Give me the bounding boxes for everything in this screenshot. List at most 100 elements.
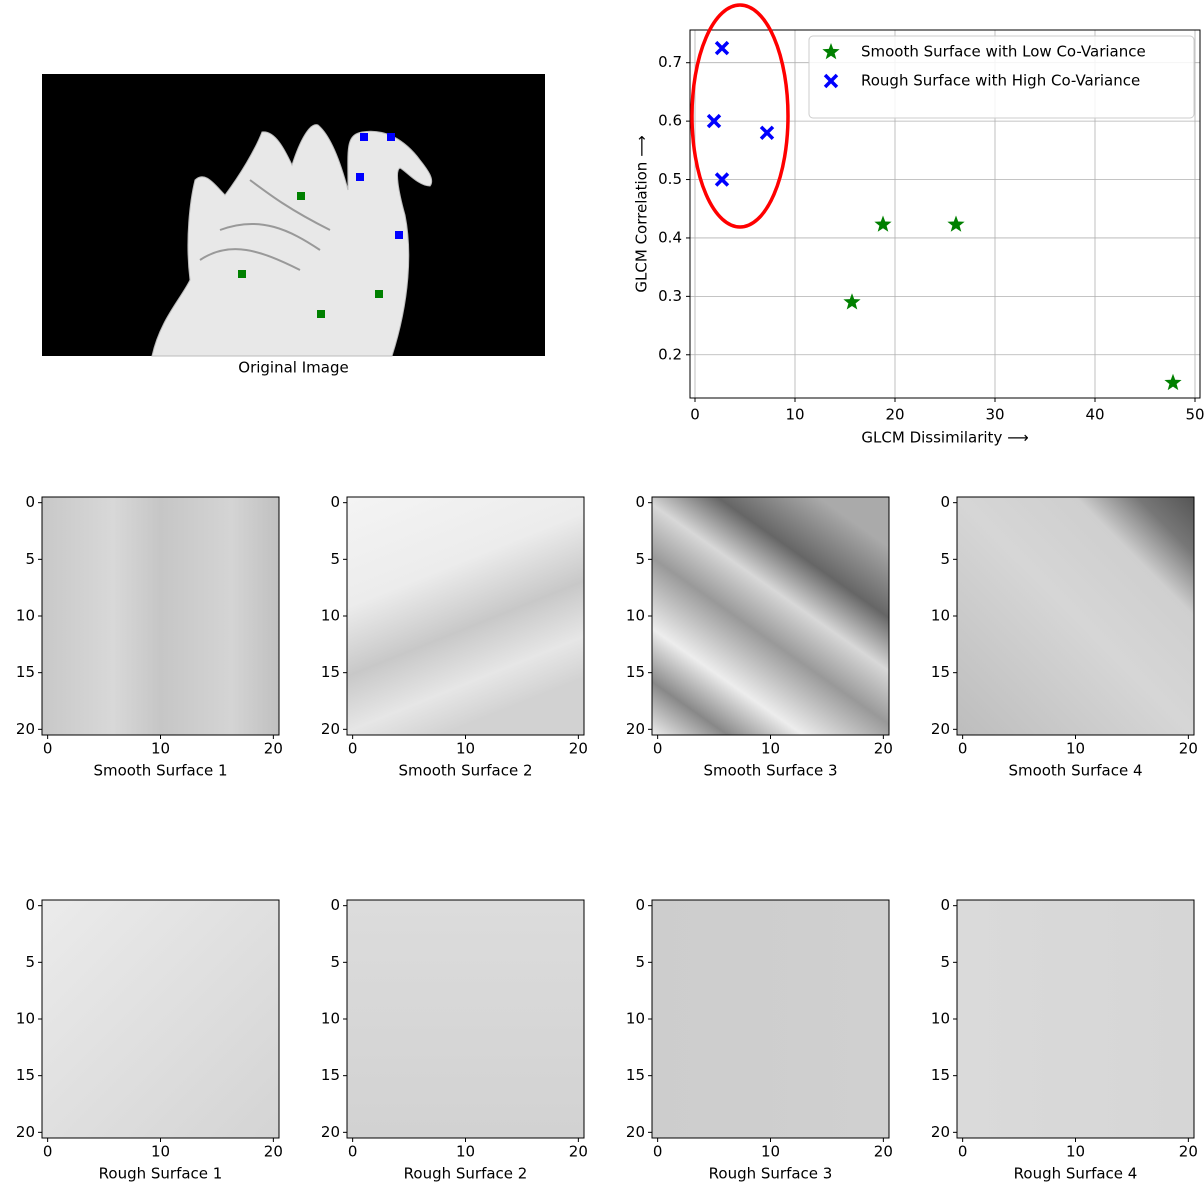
y-tick-label: 0.7 <box>658 53 682 71</box>
point <box>715 41 729 55</box>
y-tick-label: 20 <box>626 1123 645 1141</box>
y-tick-label: 15 <box>626 663 645 681</box>
x-tick-label: 10 <box>1066 1143 1085 1161</box>
x-axis-label: Rough Surface 4 <box>1014 1165 1138 1183</box>
y-tick-label: 15 <box>321 663 340 681</box>
y-tick-label: 15 <box>931 663 950 681</box>
y-tick-label: 0 <box>940 493 950 511</box>
x-axis-label: Smooth Surface 4 <box>1008 762 1142 780</box>
x-tick-label: 20 <box>1179 1143 1198 1161</box>
y-axis-label: GLCM Correlation ⟶ <box>633 135 651 292</box>
y-tick-label: 20 <box>16 1123 35 1141</box>
figure: Original Image010203040500.20.30.40.50.6… <box>0 0 1204 1184</box>
x-tick-label: 20 <box>1179 740 1198 758</box>
x-axis-label: Smooth Surface 1 <box>93 762 227 780</box>
x-tick-label: 20 <box>885 406 904 424</box>
point <box>947 216 964 232</box>
x-tick-label: 20 <box>264 1143 283 1161</box>
y-tick-label: 0.5 <box>658 170 682 188</box>
y-tick-label: 0 <box>25 896 35 914</box>
x-tick-label: 10 <box>785 406 804 424</box>
x-tick-label: 0 <box>348 740 358 758</box>
y-tick-label: 20 <box>931 720 950 738</box>
y-tick-label: 15 <box>321 1066 340 1084</box>
y-tick-label: 0.2 <box>658 345 682 363</box>
image <box>42 900 279 1138</box>
y-tick-label: 20 <box>321 720 340 738</box>
y-tick-label: 5 <box>330 550 340 568</box>
y-tick-label: 20 <box>931 1123 950 1141</box>
x-tick-label: 10 <box>1066 740 1085 758</box>
x-tick-label: 0 <box>653 1143 663 1161</box>
x-tick-label: 10 <box>761 740 780 758</box>
y-tick-label: 10 <box>626 1010 645 1028</box>
point <box>1164 374 1181 390</box>
x-tick-label: 50 <box>1185 406 1204 424</box>
y-tick-label: 0.4 <box>658 228 682 246</box>
y-tick-label: 10 <box>931 607 950 625</box>
y-tick-label: 0 <box>635 896 645 914</box>
y-tick-label: 10 <box>931 1010 950 1028</box>
x-axis-label: Original Image <box>238 359 348 377</box>
x-tick-label: 0 <box>653 740 663 758</box>
y-tick-label: 5 <box>25 550 35 568</box>
x-axis-label: Rough Surface 1 <box>99 1165 223 1183</box>
y-tick-label: 10 <box>321 607 340 625</box>
x-tick-label: 0 <box>958 740 968 758</box>
legend: Smooth Surface with Low Co-Variance Rough… <box>809 36 1194 118</box>
x-tick-label: 0 <box>348 1143 358 1161</box>
x-tick-label: 30 <box>985 406 1004 424</box>
x-tick-label: 0 <box>690 406 700 424</box>
y-tick-label: 20 <box>626 720 645 738</box>
image <box>42 497 279 735</box>
y-tick-label: 5 <box>330 953 340 971</box>
y-tick-label: 15 <box>626 1066 645 1084</box>
x-tick-label: 10 <box>456 740 475 758</box>
x-tick-label: 0 <box>958 1143 968 1161</box>
y-tick-label: 5 <box>25 953 35 971</box>
highlight-ellipse <box>692 5 788 227</box>
x-tick-label: 0 <box>43 1143 53 1161</box>
image <box>347 900 584 1138</box>
image <box>652 900 889 1138</box>
x-axis-label: GLCM Dissimilarity ⟶ <box>861 429 1028 447</box>
y-tick-label: 0 <box>330 896 340 914</box>
y-tick-label: 0 <box>25 493 35 511</box>
y-tick-label: 10 <box>626 607 645 625</box>
y-tick-label: 20 <box>321 1123 340 1141</box>
y-tick-label: 0.6 <box>658 112 682 130</box>
x-tick-label: 20 <box>874 1143 893 1161</box>
image <box>347 497 584 735</box>
y-tick-label: 5 <box>635 550 645 568</box>
y-tick-label: 0 <box>940 896 950 914</box>
y-tick-label: 0.3 <box>658 287 682 305</box>
x-tick-label: 40 <box>1085 406 1104 424</box>
x-tick-label: 10 <box>761 1143 780 1161</box>
point <box>843 293 860 309</box>
y-tick-label: 15 <box>931 1066 950 1084</box>
y-tick-label: 10 <box>321 1010 340 1028</box>
x-tick-label: 20 <box>874 740 893 758</box>
y-tick-label: 15 <box>16 663 35 681</box>
point <box>874 216 891 232</box>
x-tick-label: 20 <box>569 1143 588 1161</box>
image <box>652 497 889 735</box>
x-tick-label: 20 <box>569 740 588 758</box>
x-tick-label: 20 <box>264 740 283 758</box>
x-axis-label: Smooth Surface 3 <box>703 762 837 780</box>
x-axis-label: Rough Surface 2 <box>404 1165 528 1183</box>
original-image <box>42 74 545 356</box>
x-axis-label: Smooth Surface 2 <box>398 762 532 780</box>
y-tick-label: 5 <box>940 550 950 568</box>
x-tick-label: 10 <box>151 1143 170 1161</box>
y-tick-label: 20 <box>16 720 35 738</box>
legend-label: Smooth Surface with Low Co-Variance <box>861 43 1146 61</box>
y-tick-label: 10 <box>16 1010 35 1028</box>
y-tick-label: 5 <box>940 953 950 971</box>
x-axis-label: Rough Surface 3 <box>709 1165 833 1183</box>
y-tick-label: 0 <box>330 493 340 511</box>
image <box>957 900 1194 1138</box>
legend-label: Rough Surface with High Co-Variance <box>861 72 1140 90</box>
x-tick-label: 10 <box>456 1143 475 1161</box>
image <box>957 497 1194 735</box>
